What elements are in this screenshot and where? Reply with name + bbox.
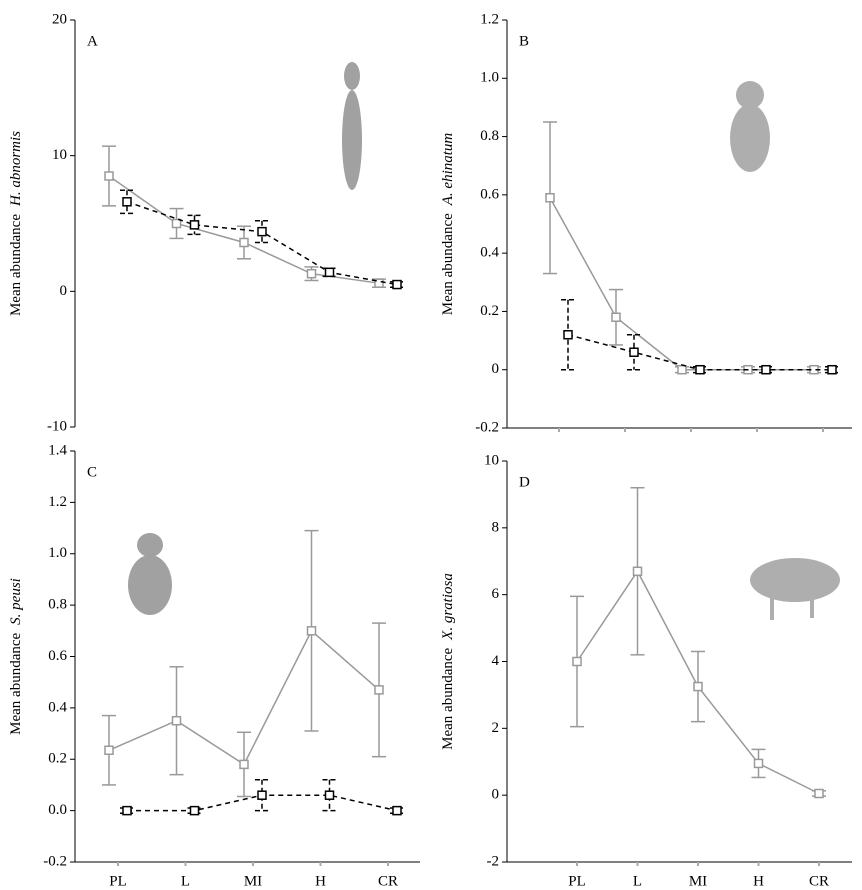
y-label-species: H. abnormis — [8, 131, 24, 207]
x-tick-label: H — [753, 873, 764, 889]
marker — [171, 218, 182, 229]
marker — [239, 759, 249, 770]
marker — [257, 226, 267, 237]
y-tick-label: 2 — [492, 720, 500, 736]
marker — [761, 364, 771, 375]
marker — [257, 790, 267, 800]
y-tick-label: -10 — [47, 418, 67, 434]
error-bar — [322, 779, 337, 812]
y-tick-label: 1.0 — [48, 545, 67, 561]
x-tick-label: L — [181, 873, 190, 889]
x-tick-label: MI — [689, 873, 707, 889]
panel-label: A — [87, 33, 98, 49]
marker — [104, 171, 114, 181]
y-tick-label: 0 — [492, 787, 500, 803]
marker — [324, 267, 335, 278]
x-tick-label: PL — [109, 873, 127, 889]
x-tick-label: L — [633, 873, 642, 889]
y-tick-label: 0.2 — [480, 303, 499, 319]
x-tick-label: MI — [244, 873, 262, 889]
y-tick-label: -0.2 — [475, 419, 499, 435]
marker — [677, 364, 687, 375]
marker — [324, 790, 335, 800]
insect-b — [730, 81, 770, 172]
y-tick-label: 8 — [492, 519, 500, 535]
y-tick-label: 0.6 — [480, 186, 499, 202]
y-tick-label: 0.0 — [48, 802, 67, 818]
marker — [189, 220, 200, 230]
x-tick-label: CR — [809, 873, 829, 889]
y-tick-label: 1.2 — [480, 11, 499, 27]
x-tick-label: PL — [568, 873, 586, 889]
marker — [753, 758, 764, 769]
marker — [374, 685, 384, 695]
insect-d — [750, 558, 840, 620]
marker — [189, 805, 200, 816]
marker — [122, 197, 132, 207]
y-tick-label: 1.4 — [48, 442, 67, 458]
y-label-text: Mean abundance — [8, 632, 24, 734]
marker — [104, 745, 114, 756]
marker — [171, 715, 182, 726]
y-tick-label: 4 — [492, 653, 500, 669]
y-label-species: X. gratiosa — [440, 573, 456, 641]
marker — [629, 347, 639, 357]
panel-label: B — [519, 33, 529, 49]
series-line — [567, 334, 832, 371]
y-axis-label: Mean abundance X. gratiosa — [440, 573, 456, 750]
marker — [827, 364, 837, 375]
y-axis-label: Mean abundance H. abnormis — [8, 131, 24, 316]
marker — [239, 237, 249, 248]
x-tick-label: H — [315, 873, 326, 889]
marker — [122, 805, 132, 816]
y-tick-label: 10 — [484, 452, 499, 468]
y-axis-label: Mean abundance S. peusi — [8, 578, 24, 735]
y-label-species: S. peusi — [8, 578, 24, 625]
marker — [695, 364, 705, 375]
marker — [374, 278, 384, 288]
marker — [693, 681, 703, 692]
marker — [306, 626, 317, 636]
x-tick-label: CR — [378, 873, 398, 889]
marker — [563, 329, 573, 340]
marker — [545, 193, 555, 203]
y-tick-label: 0.8 — [480, 128, 499, 144]
marker — [392, 805, 402, 816]
y-tick-label: 0 — [60, 283, 68, 299]
y-label-text: Mean abundance — [440, 647, 456, 749]
series-line — [126, 201, 398, 286]
y-tick-label: 0.8 — [48, 597, 67, 613]
marker — [306, 268, 317, 279]
insect-a — [342, 62, 362, 190]
error-bar — [255, 779, 269, 812]
y-tick-label: 0.4 — [48, 699, 67, 715]
marker — [814, 788, 824, 799]
y-tick-label: 0 — [492, 361, 500, 377]
y-label-text: Mean abundance — [8, 214, 24, 316]
y-tick-label: 20 — [52, 11, 67, 27]
insect-c — [128, 533, 172, 615]
y-tick-label: 10 — [52, 147, 67, 163]
y-tick-label: 0.2 — [48, 751, 67, 767]
marker — [632, 566, 643, 577]
y-tick-label: -0.2 — [43, 853, 67, 869]
y-tick-label: -2 — [487, 853, 500, 869]
marker — [572, 656, 582, 667]
y-tick-label: 0.6 — [48, 648, 67, 664]
marker — [392, 279, 402, 290]
y-axis-label: Mean abundance A. ehinatum — [440, 133, 456, 316]
y-tick-label: 1.0 — [480, 70, 499, 86]
y-tick-label: 1.2 — [48, 494, 67, 510]
series-line — [549, 197, 814, 371]
y-tick-label: 0.4 — [480, 245, 499, 261]
y-tick-label: 6 — [492, 586, 500, 602]
panel-label: D — [519, 474, 530, 490]
marker — [611, 312, 621, 323]
y-label-species: A. ehinatum — [440, 133, 456, 207]
panel-label: C — [87, 464, 97, 480]
y-label-text: Mean abundance — [440, 213, 456, 315]
